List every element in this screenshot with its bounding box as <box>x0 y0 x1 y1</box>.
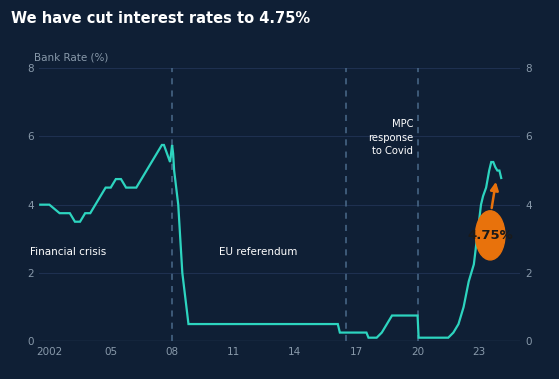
Text: 4.75%: 4.75% <box>467 229 513 242</box>
Text: Financial crisis: Financial crisis <box>30 247 107 257</box>
Text: We have cut interest rates to 4.75%: We have cut interest rates to 4.75% <box>11 11 310 27</box>
Text: Bank Rate (%): Bank Rate (%) <box>34 53 108 63</box>
Circle shape <box>476 211 505 260</box>
Text: EU referendum: EU referendum <box>219 247 297 257</box>
Text: MPC
response
to Covid: MPC response to Covid <box>368 119 414 156</box>
